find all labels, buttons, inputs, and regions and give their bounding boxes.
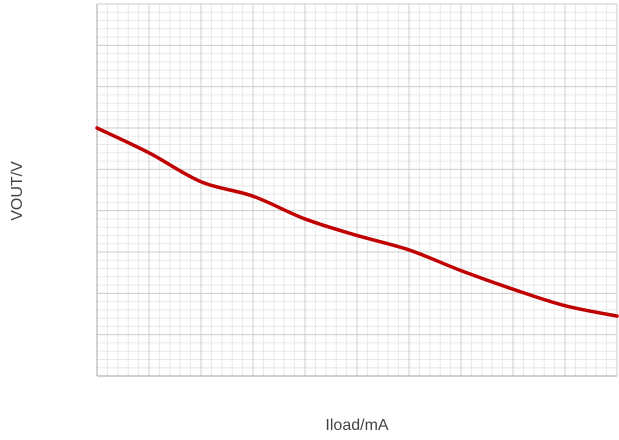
series-line-0 — [95, 126, 619, 318]
series-layer — [95, 126, 619, 318]
major-grid — [96, 3, 618, 377]
x-axis-label: Iload/mA — [325, 417, 388, 434]
y-axis-label: VOUT/V — [9, 161, 26, 221]
